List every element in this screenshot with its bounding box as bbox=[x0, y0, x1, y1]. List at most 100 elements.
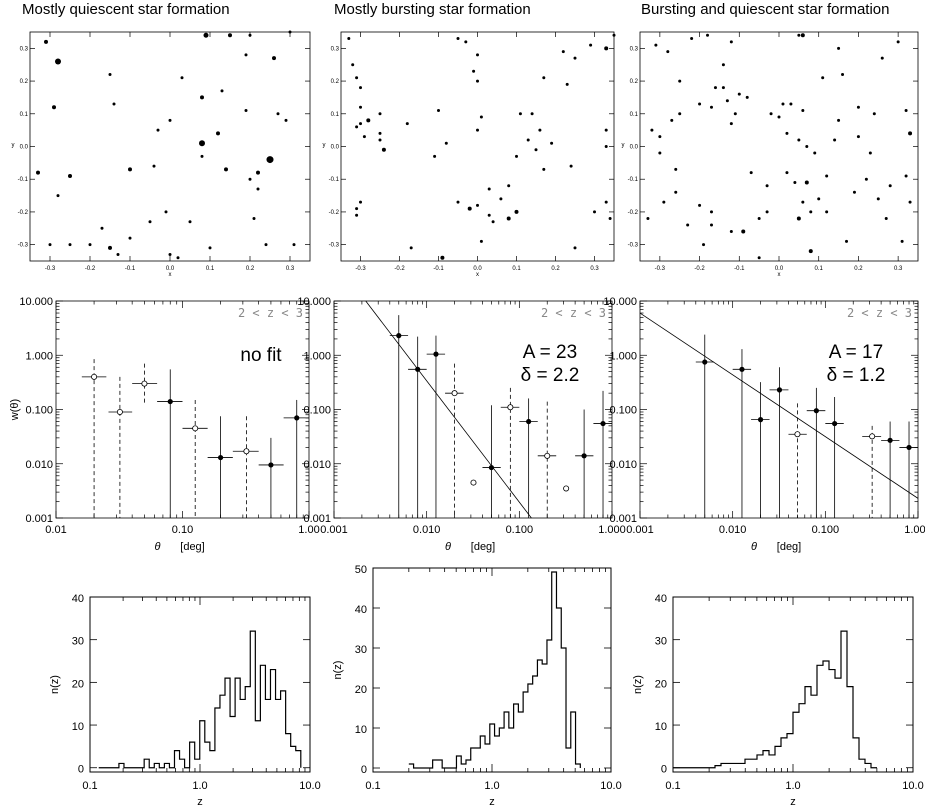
sky-source-point bbox=[359, 105, 362, 109]
sky-xtick-label: -0.1 bbox=[125, 266, 136, 272]
sky-xtick-label: 0.3 bbox=[286, 266, 295, 272]
sky-source-point bbox=[479, 115, 483, 119]
corr-fit-amplitude: A = 23 bbox=[523, 342, 577, 363]
sky-source-point bbox=[569, 164, 573, 168]
corr-xlabel-theta: θ bbox=[751, 541, 757, 553]
sky-source-point bbox=[359, 86, 362, 90]
sky-source-point bbox=[808, 249, 813, 254]
nz-xtick-label: 0.1 bbox=[665, 780, 680, 792]
sky-source-point bbox=[904, 109, 908, 113]
corr-xlabel-unit: [deg] bbox=[180, 541, 204, 553]
sky-source-point bbox=[658, 135, 662, 139]
corr-fit-amplitude: A = 17 bbox=[829, 342, 883, 363]
corr-point-open bbox=[192, 425, 199, 432]
sky-source-point bbox=[662, 200, 666, 204]
sky-source-point bbox=[666, 50, 670, 54]
sky-source-point bbox=[777, 115, 781, 119]
sky-source-point bbox=[841, 73, 845, 77]
nz-xtick-label: 10.0 bbox=[600, 780, 621, 792]
sky-frame-2 bbox=[639, 31, 919, 262]
corr-point-filled bbox=[813, 408, 819, 414]
corr-point-filled bbox=[832, 420, 838, 427]
sky-source-point bbox=[678, 112, 682, 116]
sky-source-point bbox=[272, 56, 276, 61]
sky-source-point bbox=[292, 243, 296, 247]
sky-source-point bbox=[56, 194, 60, 198]
sky-source-point bbox=[351, 63, 355, 67]
sky-source-point bbox=[801, 200, 805, 204]
nz-xtick-label: 10.0 bbox=[299, 780, 320, 792]
sky-source-point bbox=[288, 30, 292, 34]
nz-ylabel: n(z) bbox=[49, 675, 61, 694]
sky-source-point bbox=[604, 145, 608, 148]
corr-point-filled bbox=[739, 366, 745, 372]
corr-ytick-label: 0.001 bbox=[609, 513, 637, 525]
sky-source-point bbox=[444, 141, 448, 145]
sky-source-point bbox=[550, 141, 554, 145]
sky-xtick-label: -0.2 bbox=[694, 266, 705, 272]
sky-source-point bbox=[100, 226, 104, 230]
sky-source-point bbox=[252, 216, 256, 220]
corr-point-filled bbox=[396, 333, 402, 339]
corr-point-filled bbox=[488, 464, 495, 471]
sky-source-point bbox=[785, 131, 789, 135]
sky-source-point bbox=[433, 154, 437, 158]
sky-xtick-label: -0.1 bbox=[734, 266, 745, 272]
corr-fit-slope: δ = 2.2 bbox=[521, 365, 580, 386]
sky-source-point bbox=[228, 33, 232, 38]
nz-histogram bbox=[408, 571, 581, 769]
corr-point-open bbox=[451, 390, 458, 397]
sky-xtick-label: 0.0 bbox=[473, 266, 482, 272]
sky-ytick-label: 0.0 bbox=[331, 145, 340, 151]
corr-point-filled bbox=[526, 418, 532, 425]
sky-xtick-label: 0.0 bbox=[166, 266, 175, 272]
sky-source-point bbox=[199, 140, 205, 147]
sky-source-point bbox=[797, 33, 801, 37]
corr-point-filled bbox=[776, 387, 783, 393]
sky-xtick-label: -0.3 bbox=[45, 266, 56, 272]
sky-ytick-label: -0.1 bbox=[628, 177, 639, 183]
sky-source-point bbox=[499, 197, 503, 201]
sky-source-point bbox=[785, 171, 789, 175]
sky-source-point bbox=[366, 118, 371, 123]
sky-source-point bbox=[612, 33, 616, 37]
nz-xtick-label: 10.0 bbox=[902, 780, 923, 792]
sky-source-point bbox=[464, 40, 468, 44]
sky-xtick-label: -0.3 bbox=[355, 266, 366, 272]
sky-source-point bbox=[573, 246, 577, 250]
corr-fit-label: no fit bbox=[240, 345, 282, 366]
nz-ytick-label: 10 bbox=[655, 721, 667, 733]
sky-source-point bbox=[745, 95, 749, 99]
sky-source-point bbox=[765, 210, 769, 214]
sky-xtick-label: -0.1 bbox=[433, 266, 444, 272]
corr-panel-0 bbox=[55, 300, 310, 519]
sky-ytick-label: 0.2 bbox=[331, 79, 340, 85]
corr-ytick-label: 1.000 bbox=[303, 350, 331, 362]
corr-ytick-label: 0.100 bbox=[303, 405, 331, 417]
corr-fit-line bbox=[365, 300, 532, 519]
sky-source-point bbox=[359, 122, 362, 126]
corr-xtick-label: 0.010 bbox=[719, 524, 747, 536]
sky-xtick-label: 0.2 bbox=[551, 266, 560, 272]
sky-source-point bbox=[276, 112, 280, 116]
sky-xtick-label: 0.2 bbox=[854, 266, 863, 272]
sky-source-point bbox=[837, 46, 841, 50]
sky-source-point bbox=[108, 245, 112, 250]
sky-source-point bbox=[216, 131, 220, 136]
nz-xlabel: z bbox=[197, 796, 203, 807]
sky-source-point bbox=[796, 216, 801, 221]
corr-point-open bbox=[141, 380, 148, 387]
sky-source-point bbox=[487, 213, 491, 217]
sky-source-point bbox=[534, 148, 538, 152]
sky-source-point bbox=[44, 39, 48, 44]
sky-ytick-label: -0.2 bbox=[18, 210, 29, 216]
corr-xtick-label: 0.100 bbox=[812, 524, 840, 536]
corr-point-open bbox=[507, 404, 514, 411]
corr-xtick-label: 0.001 bbox=[626, 524, 654, 536]
sky-ylabel: y bbox=[323, 143, 326, 149]
corr-fit-line bbox=[639, 312, 919, 499]
corr-point-open bbox=[470, 479, 477, 486]
corr-point-filled bbox=[887, 437, 893, 443]
sky-source-point bbox=[706, 33, 710, 37]
